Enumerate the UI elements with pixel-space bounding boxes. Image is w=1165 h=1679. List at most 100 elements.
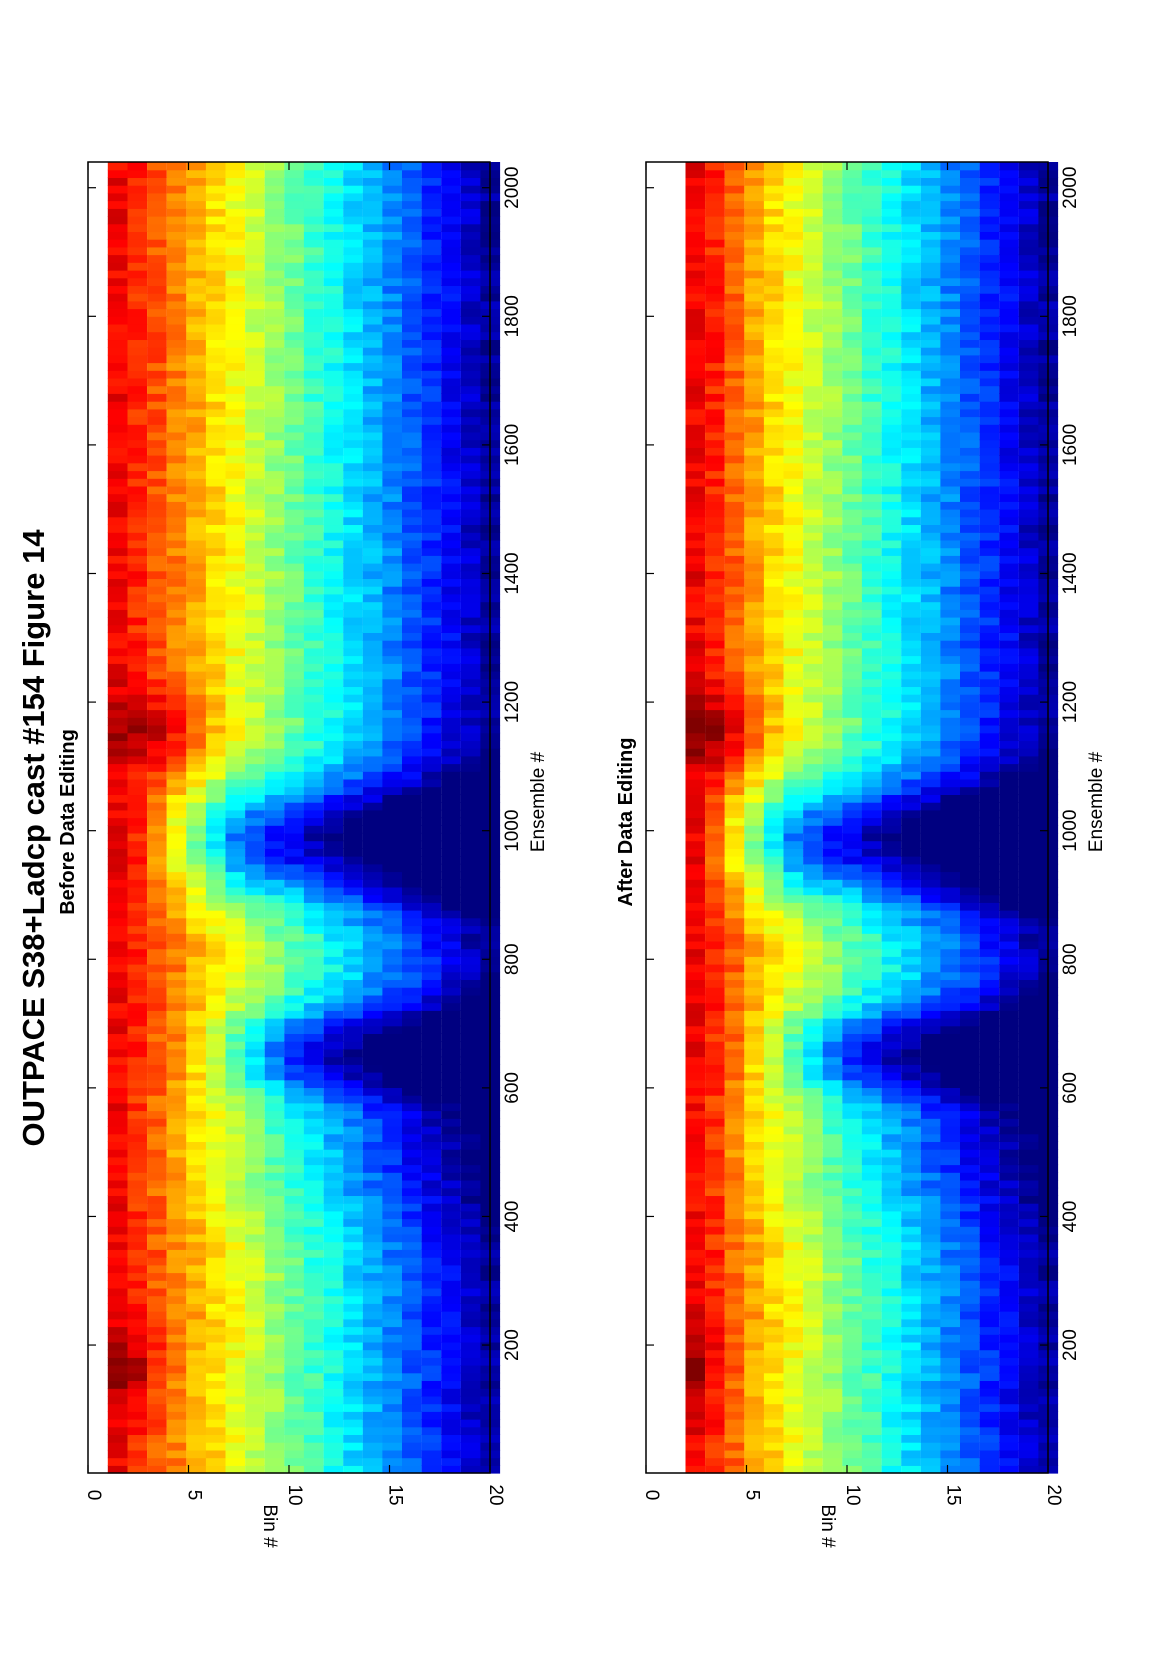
- heatmap-cell: [303, 1411, 324, 1420]
- heatmap-cell: [724, 1033, 745, 1042]
- heatmap-cell: [763, 547, 784, 556]
- heatmap-cell: [362, 246, 383, 256]
- heatmap-cell: [763, 1210, 784, 1220]
- heatmap-cell: [284, 825, 304, 834]
- heatmap-cell: [382, 1025, 403, 1035]
- heatmap-cell: [343, 1380, 363, 1389]
- heatmap-cell: [186, 200, 206, 209]
- heatmap-cell: [763, 871, 784, 880]
- heatmap-cell: [705, 1465, 725, 1474]
- heatmap-cell: [382, 778, 403, 788]
- heatmap-cell: [382, 532, 403, 541]
- heatmap-cell: [441, 609, 461, 618]
- heatmap-cell: [343, 385, 363, 394]
- heatmap-cell: [343, 1141, 363, 1150]
- heatmap-cell: [343, 1164, 363, 1173]
- heatmap-cell: [665, 223, 686, 233]
- heatmap-cell: [245, 1272, 265, 1281]
- heatmap-cell: [245, 323, 265, 333]
- heatmap-cell: [421, 1141, 442, 1150]
- heatmap-cell: [724, 987, 745, 996]
- heatmap-cell: [460, 902, 481, 911]
- heatmap-cell: [284, 1041, 304, 1050]
- heatmap-cell: [783, 347, 804, 356]
- heatmap-cell: [402, 1457, 422, 1466]
- heatmap-cell: [362, 377, 383, 387]
- heatmap-cell: [783, 524, 804, 533]
- heatmap-cell: [763, 933, 784, 942]
- heatmap-cell: [245, 1118, 265, 1127]
- heatmap-cell: [460, 162, 481, 171]
- heatmap-cell: [441, 1318, 461, 1328]
- heatmap-cell: [460, 1172, 481, 1181]
- heatmap-cell: [441, 416, 461, 425]
- heatmap-cell: [763, 593, 784, 603]
- heatmap-cell: [303, 1403, 324, 1412]
- heatmap-cell: [323, 1149, 344, 1158]
- heatmap-cell: [803, 1195, 823, 1204]
- heatmap-cell: [803, 223, 823, 233]
- heatmap-cell: [245, 1180, 265, 1189]
- heatmap-cell: [724, 1326, 745, 1335]
- heatmap-cell: [402, 601, 422, 610]
- heatmap-cell: [402, 1102, 422, 1112]
- heatmap-cell: [323, 1056, 344, 1065]
- heatmap-cell: [763, 817, 784, 826]
- heatmap-cell: [205, 1426, 226, 1436]
- heatmap-cell: [460, 925, 481, 934]
- heatmap-cell: [421, 1180, 442, 1189]
- heatmap-cell: [127, 1264, 148, 1274]
- heatmap-cell: [460, 940, 481, 950]
- heatmap-cell: [421, 879, 442, 888]
- heatmap-cell: [665, 748, 686, 757]
- heatmap-cell: [186, 1180, 206, 1189]
- heatmap-cell: [245, 316, 265, 325]
- heatmap-cell: [205, 1218, 226, 1227]
- heatmap-cell: [665, 647, 686, 657]
- heatmap-cell: [186, 1349, 206, 1358]
- heatmap-cell: [803, 624, 823, 634]
- heatmap-cell: [264, 408, 285, 418]
- heatmap-cell: [127, 185, 148, 194]
- heatmap-cell: [225, 1133, 246, 1143]
- heatmap-cell: [303, 586, 324, 595]
- heatmap-cell: [323, 316, 344, 325]
- heatmap-cell: [460, 987, 481, 996]
- heatmap-cell: [323, 910, 344, 919]
- heatmap-cell: [421, 1133, 442, 1143]
- heatmap-cell: [225, 1203, 246, 1212]
- heatmap-cell: [783, 1380, 804, 1389]
- heatmap-after: [665, 162, 1059, 1474]
- heatmap-cell: [441, 262, 461, 271]
- heatmap-cell: [362, 817, 383, 826]
- heatmap-cell: [822, 778, 843, 788]
- heatmap-cell: [460, 1434, 481, 1443]
- heatmap-cell: [284, 323, 304, 333]
- heatmap-cell: [225, 1449, 246, 1459]
- heatmap-cell: [421, 1403, 442, 1412]
- heatmap-cell: [724, 162, 745, 171]
- heatmap-cell: [362, 385, 383, 394]
- heatmap-cell: [724, 1118, 745, 1127]
- heatmap-cell: [822, 802, 843, 811]
- heatmap-cell: [460, 308, 481, 317]
- heatmap-cell: [264, 216, 285, 225]
- heatmap-cell: [460, 717, 481, 726]
- heatmap-cell: [763, 1257, 784, 1266]
- heatmap-cell: [822, 617, 843, 626]
- heatmap-cell: [186, 1257, 206, 1266]
- heatmap-cell: [264, 547, 285, 556]
- heatmap-cell: [665, 1434, 686, 1443]
- heatmap-cell: [803, 848, 823, 857]
- heatmap-cell: [166, 524, 187, 533]
- heatmap-cell: [225, 1095, 246, 1104]
- heatmap-cell: [323, 732, 344, 742]
- heatmap-cell: [127, 1457, 148, 1466]
- heatmap-cell: [665, 686, 686, 695]
- heatmap-cell: [441, 925, 461, 934]
- heatmap-cell: [803, 886, 823, 896]
- heatmap-cell: [284, 1419, 304, 1428]
- heatmap-cell: [402, 555, 422, 564]
- heatmap-cell: [763, 717, 784, 726]
- heatmap-cell: [225, 308, 246, 317]
